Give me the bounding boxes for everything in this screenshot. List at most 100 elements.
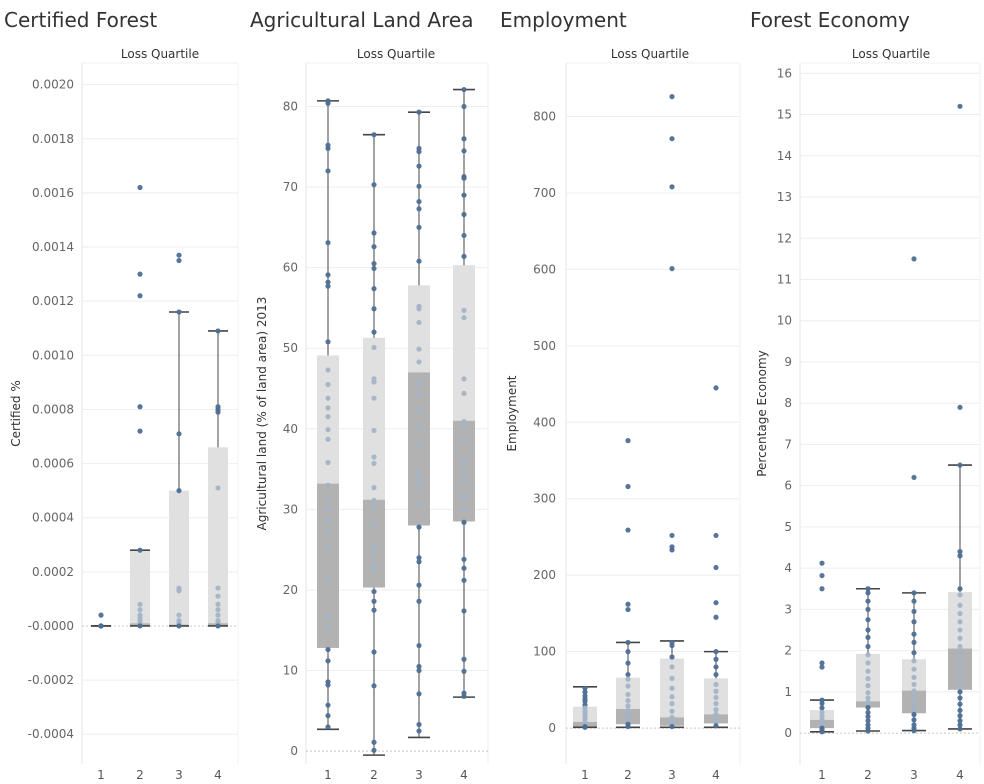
data-point — [325, 283, 331, 289]
y-tick-label: 7 — [784, 437, 792, 451]
y-tick-label: 700 — [533, 186, 556, 200]
data-point — [957, 722, 963, 728]
y-tick-label: 0 — [290, 744, 298, 758]
y-tick-label: 0.0010 — [32, 348, 74, 362]
data-point — [865, 683, 871, 689]
y-tick-label: 80 — [283, 100, 298, 114]
x-tick-label: 2 — [370, 768, 378, 782]
data-point — [669, 654, 675, 660]
data-point — [416, 346, 422, 352]
y-tick-label: 50 — [283, 341, 298, 355]
data-point — [865, 643, 871, 650]
data-point — [957, 592, 963, 598]
y-tick-label: 4 — [784, 561, 792, 575]
data-point — [371, 542, 377, 548]
data-point — [461, 232, 467, 239]
box-lower — [317, 483, 339, 648]
data-point — [669, 694, 675, 700]
data-point — [911, 688, 917, 694]
data-point — [416, 469, 422, 475]
y-tick-label: 16 — [777, 66, 792, 80]
x-tick-label: 3 — [175, 768, 183, 782]
column-header: Loss Quartile — [357, 47, 435, 61]
x-tick-label: 2 — [624, 768, 632, 782]
y-tick-label: -0.0000 — [28, 619, 74, 633]
data-point — [325, 529, 331, 535]
y-tick-label: 0.0002 — [32, 565, 74, 579]
data-point — [625, 712, 631, 718]
data-point — [461, 390, 467, 396]
data-point — [416, 319, 422, 326]
data-point — [625, 483, 631, 490]
data-point — [325, 724, 331, 730]
data-point — [669, 532, 675, 539]
data-point — [371, 306, 377, 312]
data-point — [819, 700, 825, 706]
y-tick-label: 600 — [533, 262, 556, 276]
data-point — [957, 619, 963, 625]
data-point — [461, 519, 467, 525]
data-point — [461, 565, 467, 571]
data-point — [416, 359, 422, 365]
data-point — [911, 727, 917, 734]
data-point — [325, 576, 331, 583]
data-point — [215, 328, 221, 334]
data-point — [461, 556, 467, 562]
data-point — [669, 685, 675, 691]
data-point — [325, 414, 331, 420]
y-tick-label: 0 — [548, 721, 556, 735]
data-point — [957, 404, 963, 410]
box-upper — [130, 550, 150, 624]
data-point — [325, 395, 331, 401]
data-point — [416, 206, 422, 212]
data-point — [416, 391, 422, 397]
data-point — [325, 460, 331, 466]
data-point — [957, 713, 963, 719]
data-point — [957, 553, 963, 559]
data-point — [416, 381, 422, 387]
data-point — [625, 676, 631, 682]
y-tick-label: 11 — [777, 272, 792, 286]
data-point — [416, 559, 422, 565]
y-tick-label: 2 — [784, 644, 792, 658]
data-point — [371, 683, 377, 689]
data-point — [416, 163, 422, 169]
data-point — [176, 612, 182, 618]
data-point — [461, 211, 467, 218]
data-point — [461, 459, 467, 465]
x-tick-label: 1 — [818, 768, 826, 782]
y-axis-label: Percentage Economy — [755, 350, 769, 477]
y-tick-label: 0.0018 — [32, 132, 74, 146]
data-point — [957, 643, 963, 650]
data-point — [176, 252, 182, 258]
data-point — [461, 103, 467, 110]
data-point — [461, 477, 467, 483]
data-point — [713, 532, 719, 539]
data-point — [713, 564, 719, 571]
data-point — [625, 691, 631, 698]
data-point — [371, 454, 377, 460]
x-tick-label: 4 — [460, 768, 468, 782]
data-point — [819, 572, 825, 579]
data-point — [865, 728, 871, 734]
data-point — [957, 718, 963, 724]
data-point — [325, 381, 331, 388]
data-point — [461, 495, 467, 501]
data-point — [669, 547, 675, 553]
y-tick-label: 800 — [533, 110, 556, 124]
data-point — [713, 694, 719, 701]
data-point — [819, 729, 825, 735]
data-point — [911, 590, 917, 596]
data-point — [625, 703, 631, 709]
y-tick-label: 100 — [533, 645, 556, 659]
data-point — [325, 427, 331, 433]
data-point — [215, 409, 221, 415]
data-point — [669, 642, 675, 649]
data-point — [819, 664, 825, 670]
data-point — [865, 709, 871, 716]
data-point — [416, 598, 422, 604]
data-point — [325, 272, 331, 278]
y-tick-label: 40 — [283, 422, 298, 436]
data-point — [98, 612, 104, 618]
